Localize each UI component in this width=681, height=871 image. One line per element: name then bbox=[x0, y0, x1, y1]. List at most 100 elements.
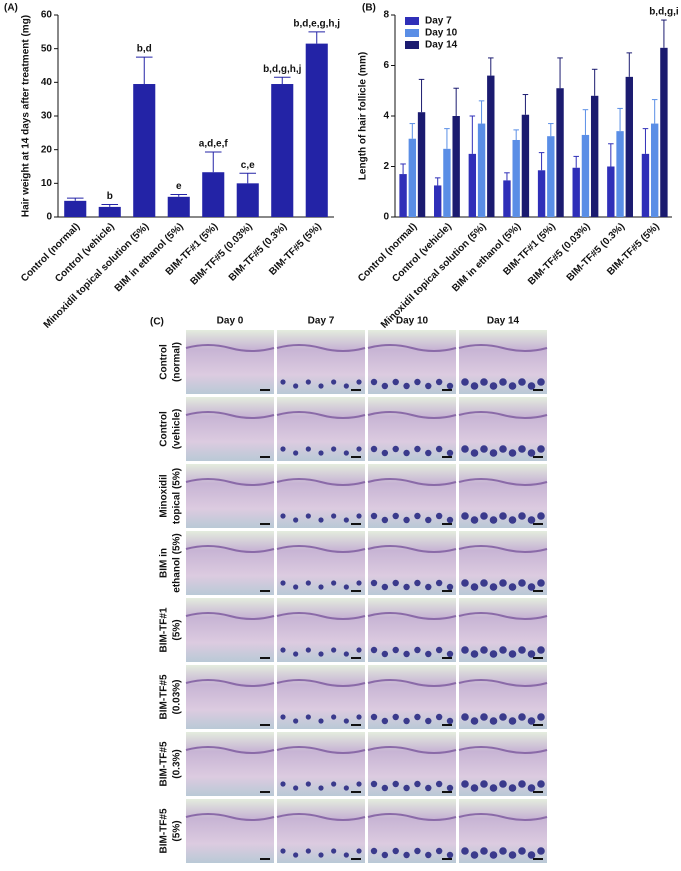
follicle bbox=[392, 646, 399, 654]
follicle bbox=[470, 784, 479, 792]
follicle bbox=[403, 851, 410, 859]
bar bbox=[556, 88, 564, 217]
follicle bbox=[318, 852, 324, 858]
follicle bbox=[489, 449, 498, 457]
follicle bbox=[381, 851, 389, 859]
follicle bbox=[461, 579, 469, 587]
epidermis bbox=[458, 746, 548, 754]
row-label: (normal) bbox=[172, 342, 183, 382]
follicle bbox=[414, 445, 421, 453]
panel-label: (A) bbox=[4, 3, 18, 14]
annotation: b,d,g,h,j bbox=[263, 64, 302, 75]
follicle bbox=[508, 784, 517, 792]
follicle bbox=[356, 446, 362, 452]
follicle bbox=[518, 646, 526, 654]
follicle bbox=[331, 580, 337, 586]
y-tick-label: 60 bbox=[41, 10, 53, 21]
follicle bbox=[527, 851, 536, 859]
follicle bbox=[403, 516, 410, 524]
follicle bbox=[392, 713, 399, 721]
column-label: Day 14 bbox=[487, 316, 520, 327]
follicle bbox=[381, 717, 389, 725]
follicle bbox=[446, 784, 454, 792]
follicle bbox=[499, 378, 507, 386]
follicle bbox=[527, 784, 536, 792]
epidermis bbox=[367, 478, 457, 486]
bar bbox=[521, 114, 530, 217]
follicle bbox=[331, 446, 337, 452]
bar bbox=[607, 166, 615, 217]
bar bbox=[650, 123, 659, 217]
x-tick-label: Control (vehicle) bbox=[390, 221, 454, 285]
follicle bbox=[403, 583, 410, 591]
follicle bbox=[370, 713, 378, 721]
epidermis bbox=[458, 478, 548, 486]
row-label: Minoxidil bbox=[159, 474, 170, 518]
follicle bbox=[293, 450, 299, 456]
follicle bbox=[343, 517, 349, 523]
follicle bbox=[414, 646, 421, 654]
histology-image bbox=[368, 464, 456, 528]
epidermis bbox=[276, 746, 366, 754]
follicle bbox=[470, 583, 479, 591]
follicle bbox=[446, 516, 454, 524]
follicle bbox=[293, 517, 299, 523]
follicle bbox=[425, 449, 432, 457]
follicle bbox=[370, 646, 378, 654]
follicle bbox=[356, 647, 362, 653]
follicle bbox=[499, 445, 507, 453]
epidermis bbox=[185, 411, 275, 419]
follicle bbox=[527, 650, 536, 658]
follicle bbox=[293, 718, 299, 724]
follicle bbox=[435, 579, 443, 587]
epidermis bbox=[276, 411, 366, 419]
follicle bbox=[480, 713, 488, 721]
follicle bbox=[446, 851, 454, 859]
histology-image bbox=[277, 665, 365, 729]
histology-image bbox=[186, 330, 274, 394]
row-label: (0.03%) bbox=[172, 679, 183, 714]
follicle bbox=[280, 714, 286, 720]
follicle bbox=[508, 717, 517, 725]
follicle bbox=[470, 717, 479, 725]
legend-label: Day 7 bbox=[425, 16, 452, 27]
histology-image bbox=[368, 732, 456, 796]
follicle bbox=[461, 646, 469, 654]
follicle bbox=[461, 445, 469, 453]
epidermis bbox=[458, 612, 548, 620]
follicle bbox=[392, 847, 399, 855]
follicle bbox=[480, 378, 488, 386]
bar bbox=[98, 206, 121, 217]
histology-image bbox=[186, 665, 274, 729]
epidermis bbox=[458, 344, 548, 352]
row-label: Control bbox=[159, 344, 170, 380]
follicle bbox=[518, 445, 526, 453]
follicle bbox=[403, 784, 410, 792]
panel-label: (C) bbox=[150, 317, 164, 328]
follicle bbox=[518, 780, 526, 788]
follicle bbox=[414, 378, 421, 386]
follicle bbox=[435, 847, 443, 855]
follicle bbox=[381, 516, 389, 524]
follicle bbox=[480, 512, 488, 520]
follicle bbox=[446, 650, 454, 658]
follicle bbox=[392, 579, 399, 587]
follicle bbox=[381, 784, 389, 792]
follicle bbox=[470, 851, 479, 859]
row-label: (5%) bbox=[172, 820, 183, 841]
follicle bbox=[318, 651, 324, 657]
follicle bbox=[343, 718, 349, 724]
follicle bbox=[331, 714, 337, 720]
follicle bbox=[370, 579, 378, 587]
follicle bbox=[414, 512, 421, 520]
follicle bbox=[305, 848, 311, 854]
follicle bbox=[280, 513, 286, 519]
bar bbox=[468, 153, 477, 217]
follicle bbox=[331, 781, 337, 787]
y-axis-label: Length of hair follicle (mm) bbox=[358, 52, 369, 180]
follicle bbox=[470, 516, 479, 524]
panel-label: (B) bbox=[362, 3, 376, 14]
histology-image bbox=[368, 397, 456, 461]
row-label: BIM-TF#1 bbox=[159, 607, 170, 652]
follicle bbox=[527, 449, 536, 457]
